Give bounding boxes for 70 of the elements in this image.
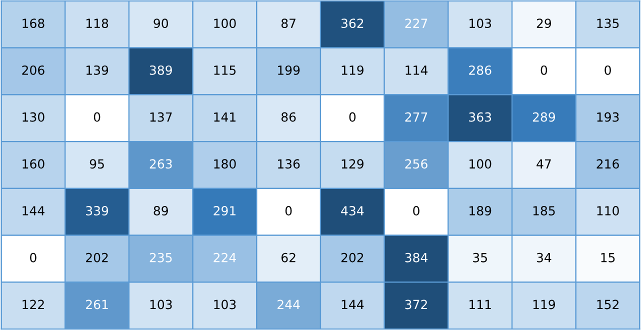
- data-label: 434: [341, 206, 364, 216]
- data-label: 189: [470, 206, 492, 216]
- data-label: 122: [22, 300, 44, 310]
- data-label: 193: [597, 112, 619, 122]
- data-label: 15: [601, 253, 615, 262]
- data-label: 362: [341, 18, 364, 28]
- data-label: 389: [150, 65, 172, 75]
- data-label: 363: [469, 112, 492, 122]
- data-label: 103: [470, 18, 492, 28]
- data-label: 0: [30, 252, 36, 262]
- data-label: 286: [469, 65, 492, 75]
- data-label: 372: [405, 300, 427, 310]
- data-label: 339: [86, 206, 108, 216]
- data-label: 224: [214, 252, 236, 262]
- data-label: 141: [214, 112, 236, 122]
- data-label: 144: [22, 206, 44, 216]
- data-label: 137: [150, 112, 172, 122]
- data-label: 227: [405, 18, 428, 28]
- data-label: 130: [22, 112, 44, 122]
- data-label: 118: [86, 18, 108, 28]
- data-label: 277: [405, 112, 428, 122]
- data-label: 86: [281, 112, 296, 122]
- data-label: 180: [214, 159, 236, 169]
- data-label: 202: [341, 252, 364, 262]
- data-label: 289: [532, 112, 556, 122]
- data-label: 103: [214, 300, 236, 310]
- data-label: 263: [150, 159, 172, 169]
- data-label: 100: [214, 18, 236, 28]
- data-label: 119: [533, 300, 556, 310]
- data-label: 103: [150, 300, 172, 310]
- data-label: 0: [349, 112, 356, 122]
- data-label: 261: [86, 300, 108, 310]
- data-label: 89: [154, 206, 168, 216]
- data-label: 111: [470, 300, 491, 310]
- data-label: 0: [540, 65, 548, 75]
- data-label: 95: [90, 159, 104, 169]
- data-label: 206: [22, 65, 44, 75]
- data-label: 115: [214, 66, 236, 75]
- data-label: 47: [536, 159, 551, 168]
- data-label: 0: [285, 206, 292, 216]
- data-label: 90: [154, 18, 168, 28]
- data-label: 256: [405, 159, 428, 169]
- data-label: 168: [22, 18, 44, 28]
- data-label: 144: [342, 300, 364, 310]
- data-label: 100: [470, 159, 492, 169]
- data-label: 135: [597, 18, 619, 28]
- data-label: 136: [278, 159, 300, 169]
- data-label: 185: [533, 206, 555, 216]
- data-label: 244: [278, 300, 300, 310]
- data-label: 35: [473, 252, 487, 262]
- data-label: 129: [342, 159, 364, 169]
- data-label: 119: [342, 65, 364, 75]
- data-label: 291: [214, 206, 236, 216]
- data-label: 139: [86, 65, 108, 75]
- data-label: 110: [597, 206, 619, 216]
- data-label: 0: [94, 112, 100, 122]
- data-label: 29: [536, 18, 552, 28]
- data-label: 87: [281, 18, 296, 28]
- data-label: 62: [282, 252, 296, 262]
- data-label: 160: [22, 159, 44, 169]
- data-label: 202: [86, 252, 108, 262]
- data-label: 114: [406, 66, 428, 75]
- data-label: 0: [413, 206, 420, 216]
- data-label: 0: [604, 65, 611, 75]
- data-label: 34: [536, 252, 552, 262]
- data-label: 235: [150, 252, 172, 262]
- data-label: 384: [405, 252, 428, 262]
- data-label: 216: [596, 159, 619, 169]
- data-label: 199: [278, 65, 300, 75]
- data-label: 152: [597, 300, 618, 310]
